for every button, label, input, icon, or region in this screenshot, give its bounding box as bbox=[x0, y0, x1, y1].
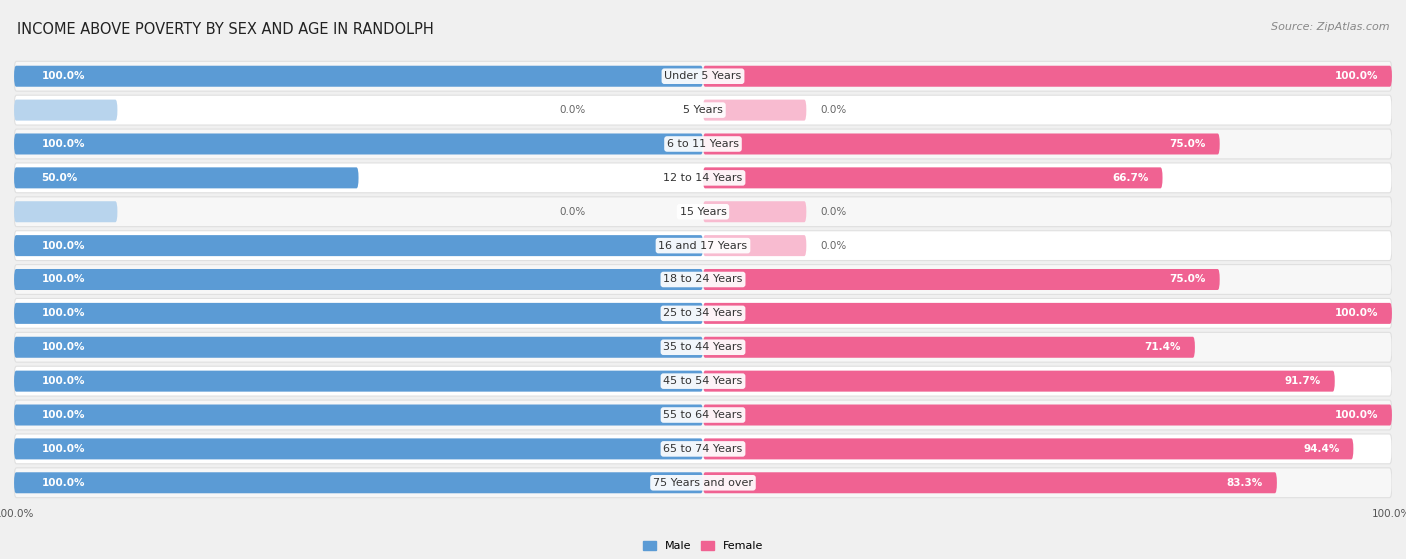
Text: 16 and 17 Years: 16 and 17 Years bbox=[658, 240, 748, 250]
FancyBboxPatch shape bbox=[14, 303, 703, 324]
FancyBboxPatch shape bbox=[703, 66, 1392, 87]
Text: 91.7%: 91.7% bbox=[1285, 376, 1322, 386]
Text: 0.0%: 0.0% bbox=[820, 240, 846, 250]
Text: 0.0%: 0.0% bbox=[560, 105, 586, 115]
FancyBboxPatch shape bbox=[703, 134, 1219, 154]
Text: 75.0%: 75.0% bbox=[1170, 274, 1206, 285]
Text: 18 to 24 Years: 18 to 24 Years bbox=[664, 274, 742, 285]
FancyBboxPatch shape bbox=[703, 167, 1163, 188]
FancyBboxPatch shape bbox=[14, 269, 703, 290]
Text: 100.0%: 100.0% bbox=[42, 274, 86, 285]
FancyBboxPatch shape bbox=[14, 134, 703, 154]
FancyBboxPatch shape bbox=[14, 197, 1392, 226]
Text: 100.0%: 100.0% bbox=[42, 71, 86, 81]
FancyBboxPatch shape bbox=[14, 400, 1392, 430]
FancyBboxPatch shape bbox=[14, 264, 1392, 295]
FancyBboxPatch shape bbox=[14, 337, 703, 358]
Text: 6 to 11 Years: 6 to 11 Years bbox=[666, 139, 740, 149]
FancyBboxPatch shape bbox=[14, 472, 703, 493]
Text: 100.0%: 100.0% bbox=[42, 342, 86, 352]
FancyBboxPatch shape bbox=[14, 434, 1392, 464]
FancyBboxPatch shape bbox=[14, 468, 1392, 498]
FancyBboxPatch shape bbox=[14, 201, 117, 222]
FancyBboxPatch shape bbox=[14, 231, 1392, 260]
Text: 50.0%: 50.0% bbox=[42, 173, 77, 183]
Text: Under 5 Years: Under 5 Years bbox=[665, 71, 741, 81]
Text: 100.0%: 100.0% bbox=[42, 309, 86, 319]
FancyBboxPatch shape bbox=[14, 405, 703, 425]
Text: 75 Years and over: 75 Years and over bbox=[652, 478, 754, 488]
FancyBboxPatch shape bbox=[14, 129, 1392, 159]
Text: 100.0%: 100.0% bbox=[42, 444, 86, 454]
Text: 0.0%: 0.0% bbox=[820, 207, 846, 217]
Text: 100.0%: 100.0% bbox=[1334, 410, 1378, 420]
Text: 12 to 14 Years: 12 to 14 Years bbox=[664, 173, 742, 183]
Text: 45 to 54 Years: 45 to 54 Years bbox=[664, 376, 742, 386]
Text: 71.4%: 71.4% bbox=[1144, 342, 1181, 352]
FancyBboxPatch shape bbox=[14, 235, 703, 256]
FancyBboxPatch shape bbox=[14, 366, 1392, 396]
Legend: Male, Female: Male, Female bbox=[638, 537, 768, 556]
Text: 55 to 64 Years: 55 to 64 Years bbox=[664, 410, 742, 420]
Text: 0.0%: 0.0% bbox=[560, 207, 586, 217]
Text: 100.0%: 100.0% bbox=[1334, 309, 1378, 319]
FancyBboxPatch shape bbox=[14, 371, 703, 392]
Text: 100.0%: 100.0% bbox=[42, 478, 86, 488]
FancyBboxPatch shape bbox=[703, 371, 1334, 392]
FancyBboxPatch shape bbox=[703, 235, 807, 256]
Text: 94.4%: 94.4% bbox=[1303, 444, 1340, 454]
Text: 100.0%: 100.0% bbox=[42, 240, 86, 250]
FancyBboxPatch shape bbox=[703, 337, 1195, 358]
Text: 100.0%: 100.0% bbox=[1334, 71, 1378, 81]
Text: 25 to 34 Years: 25 to 34 Years bbox=[664, 309, 742, 319]
Text: 100.0%: 100.0% bbox=[42, 139, 86, 149]
FancyBboxPatch shape bbox=[703, 303, 1392, 324]
Text: 15 Years: 15 Years bbox=[679, 207, 727, 217]
FancyBboxPatch shape bbox=[14, 438, 703, 459]
FancyBboxPatch shape bbox=[14, 333, 1392, 362]
FancyBboxPatch shape bbox=[703, 201, 807, 222]
Text: 100.0%: 100.0% bbox=[42, 410, 86, 420]
Text: 0.0%: 0.0% bbox=[820, 105, 846, 115]
FancyBboxPatch shape bbox=[703, 405, 1392, 425]
Text: 66.7%: 66.7% bbox=[1112, 173, 1149, 183]
Text: 83.3%: 83.3% bbox=[1227, 478, 1263, 488]
Text: INCOME ABOVE POVERTY BY SEX AND AGE IN RANDOLPH: INCOME ABOVE POVERTY BY SEX AND AGE IN R… bbox=[17, 22, 433, 37]
Text: 5 Years: 5 Years bbox=[683, 105, 723, 115]
Text: 100.0%: 100.0% bbox=[42, 376, 86, 386]
FancyBboxPatch shape bbox=[14, 100, 117, 121]
FancyBboxPatch shape bbox=[14, 167, 359, 188]
FancyBboxPatch shape bbox=[703, 438, 1354, 459]
Text: 35 to 44 Years: 35 to 44 Years bbox=[664, 342, 742, 352]
FancyBboxPatch shape bbox=[14, 95, 1392, 125]
FancyBboxPatch shape bbox=[703, 269, 1219, 290]
Text: 65 to 74 Years: 65 to 74 Years bbox=[664, 444, 742, 454]
Text: Source: ZipAtlas.com: Source: ZipAtlas.com bbox=[1271, 22, 1389, 32]
FancyBboxPatch shape bbox=[14, 66, 703, 87]
FancyBboxPatch shape bbox=[703, 100, 807, 121]
FancyBboxPatch shape bbox=[14, 163, 1392, 193]
Text: 75.0%: 75.0% bbox=[1170, 139, 1206, 149]
FancyBboxPatch shape bbox=[703, 472, 1277, 493]
FancyBboxPatch shape bbox=[14, 61, 1392, 91]
FancyBboxPatch shape bbox=[14, 299, 1392, 328]
